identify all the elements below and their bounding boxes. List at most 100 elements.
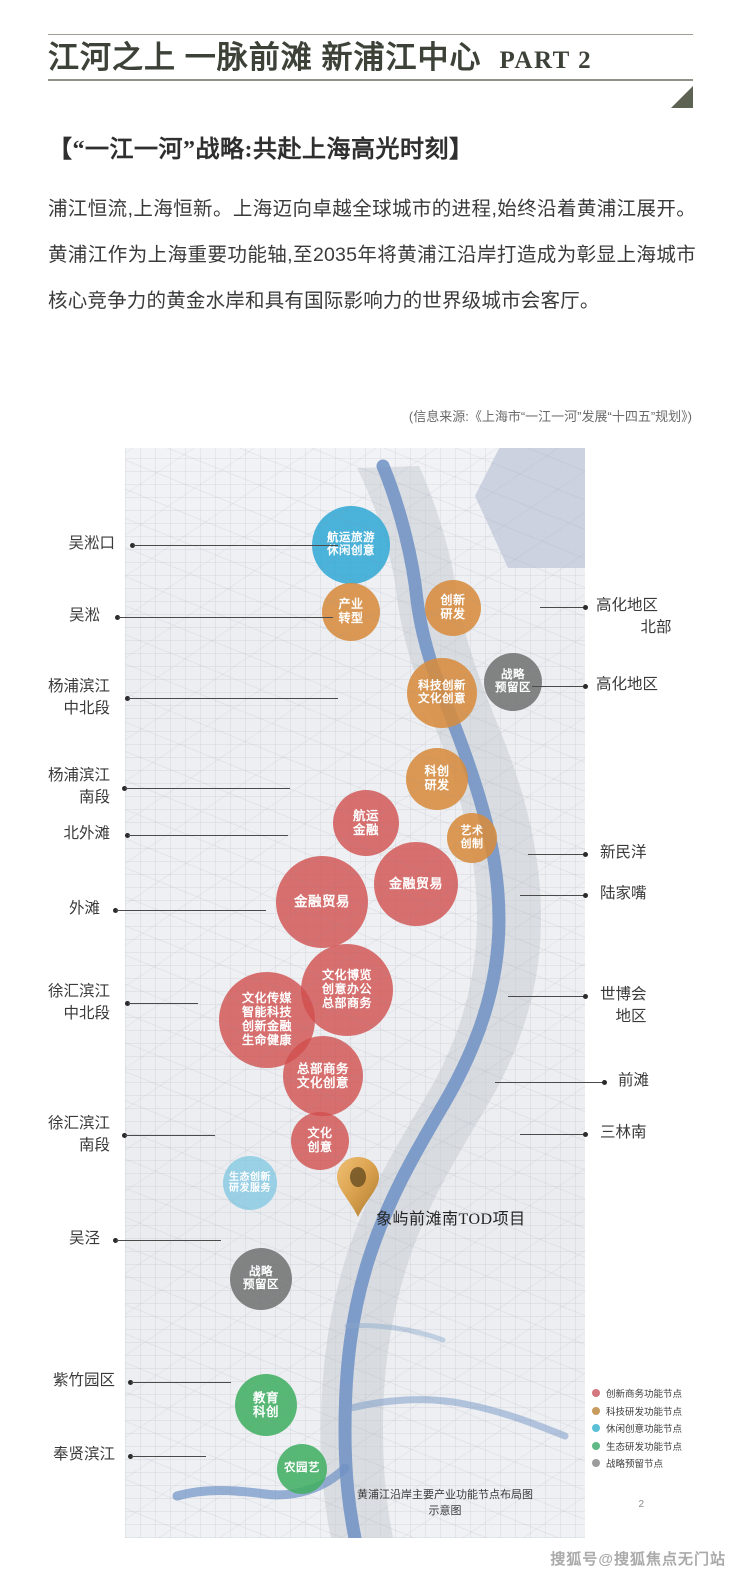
leader-line bbox=[128, 698, 338, 699]
leader-line bbox=[532, 686, 585, 687]
node-line: 战略 bbox=[249, 1265, 273, 1278]
node-line: 科技创新 bbox=[418, 679, 466, 692]
map-label-外滩: 外滩 bbox=[0, 898, 100, 920]
leader-line bbox=[128, 1003, 198, 1004]
pin-label: 象屿前滩南TOD项目 bbox=[376, 1211, 526, 1228]
leader-line bbox=[131, 1456, 206, 1457]
leader-line bbox=[133, 545, 338, 546]
node-line: 艺术 bbox=[460, 825, 484, 838]
node-bubble-科创研发[interactable]: 科创 研发 bbox=[406, 748, 468, 810]
node-bubble-总部商务文化创意[interactable]: 总部商务 文化创意 bbox=[283, 1036, 363, 1116]
node-line: 创制 bbox=[460, 838, 484, 850]
map-figure: 航运旅游 休闲创意 产业 转型 创新 研发 科技创新 文化创意 bbox=[0, 448, 740, 1538]
node-line: 农园艺 bbox=[284, 1462, 320, 1475]
legend-item: 战略预留节点 bbox=[592, 1456, 682, 1470]
leader-line bbox=[495, 1082, 605, 1083]
leader-line bbox=[125, 1135, 215, 1136]
node-line: 航运 bbox=[352, 808, 379, 823]
legend-label: 休闲创意功能节点 bbox=[606, 1424, 683, 1435]
map-label-高化地区北部: 高化地区 北部 bbox=[596, 595, 716, 639]
node-line: 创新 bbox=[440, 593, 466, 608]
leader-line bbox=[520, 1134, 585, 1135]
node-bubble-创新研发[interactable]: 创新 研发 bbox=[425, 580, 481, 636]
node-line: 教育 bbox=[252, 1390, 279, 1405]
node-bubble-文化博览创意办公总部商务[interactable]: 文化博览 创意办公 总部商务 bbox=[301, 944, 393, 1036]
label-line: 中北段 bbox=[63, 700, 110, 717]
node-line: 研发服务 bbox=[229, 1183, 271, 1194]
node-line: 科创 bbox=[252, 1405, 279, 1419]
label-line: 新民洋 bbox=[600, 844, 647, 861]
label-line: 奉贤滨江 bbox=[52, 1446, 115, 1463]
map-label-杨浦滨江南段: 杨浦滨江 南段 bbox=[0, 765, 110, 809]
node-bubble-战略预留区-north[interactable]: 战略 预留区 bbox=[484, 653, 542, 711]
node-bubble-金融贸易-west[interactable]: 金融贸易 bbox=[276, 856, 368, 948]
label-line: 徐汇滨江 bbox=[47, 983, 110, 1000]
node-bubble-文化传媒智能科技创新金融生命健康[interactable]: 文化传媒 智能科技 创新金融 生命健康 bbox=[219, 972, 315, 1068]
node-line: 总部商务 bbox=[296, 1061, 349, 1076]
label-line: 紫竹园区 bbox=[52, 1372, 115, 1389]
leader-line bbox=[131, 1382, 231, 1383]
label-line: 吴泾 bbox=[68, 1230, 100, 1247]
location-pin-icon[interactable] bbox=[336, 1156, 380, 1218]
node-bubble-战略预留区-south[interactable]: 战略 预留区 bbox=[230, 1248, 292, 1310]
map-label-北外滩: 北外滩 bbox=[0, 823, 110, 845]
label-line: 吴淞 bbox=[68, 607, 100, 624]
node-line: 科创 bbox=[424, 764, 450, 779]
node-line: 生态创新 bbox=[229, 1171, 271, 1183]
label-line: 外滩 bbox=[68, 900, 100, 917]
part-label: PART 2 bbox=[499, 46, 593, 74]
label-line: 世博会 bbox=[600, 986, 647, 1003]
node-line: 预留区 bbox=[243, 1279, 279, 1291]
node-bubble-生态创新研发服务[interactable]: 生态创新 研发服务 bbox=[223, 1156, 277, 1210]
node-bubble-产业转型[interactable]: 产业 转型 bbox=[322, 583, 380, 641]
legend-swatch-icon bbox=[592, 1441, 600, 1450]
huangpu-river bbox=[172, 459, 569, 1538]
map-caption-line1: 黄浦江沿岸主要产业功能节点布局图 bbox=[357, 1489, 533, 1501]
leader-dot bbox=[583, 994, 588, 999]
section-title: 【“一江一河”战略:共赴上海高光时刻】 bbox=[48, 137, 474, 163]
label-line: 前滩 bbox=[618, 1072, 650, 1089]
leader-dot bbox=[583, 684, 588, 689]
page-title: 江河之上 一脉前滩 新浦江中心 bbox=[48, 40, 482, 75]
map-label-徐汇滨江南段: 徐汇滨江 南段 bbox=[0, 1113, 110, 1157]
leader-dot bbox=[113, 908, 118, 913]
map-label-三林南: 三林南 bbox=[600, 1122, 720, 1144]
map-label-前滩: 前滩 bbox=[618, 1070, 738, 1092]
page-number: 2 bbox=[638, 1499, 644, 1510]
node-bubble-金融贸易-east[interactable]: 金融贸易 bbox=[374, 842, 458, 926]
leader-line bbox=[540, 607, 585, 608]
watermark: 搜狐号@搜狐焦点无门站 bbox=[550, 1551, 726, 1568]
leader-dot bbox=[125, 1001, 130, 1006]
leader-dot bbox=[130, 543, 135, 548]
map-label-新民洋: 新民洋 bbox=[600, 842, 720, 864]
node-bubble-教育科创[interactable]: 教育 科创 bbox=[235, 1374, 297, 1436]
legend-label: 创新商务功能节点 bbox=[606, 1389, 683, 1400]
legend-label: 科技研发功能节点 bbox=[606, 1406, 683, 1418]
leader-line bbox=[116, 1240, 221, 1241]
waterfront-belt bbox=[321, 466, 541, 1538]
label-line: 徐汇滨江 bbox=[47, 1115, 110, 1132]
body-paragraph: 浦江恒流,上海恒新。上海迈向卓越全球城市的进程,始终沿着黄浦江展开。黄浦江作为上… bbox=[48, 198, 696, 312]
label-line: 杨浦滨江 bbox=[47, 678, 110, 695]
leader-dot bbox=[113, 1238, 118, 1243]
leader-line bbox=[508, 996, 585, 997]
node-line: 产业 bbox=[338, 597, 364, 612]
node-line: 创意办公 bbox=[321, 982, 372, 997]
label-line: 北外滩 bbox=[63, 825, 110, 842]
node-bubble-艺术创制[interactable]: 艺术 创制 bbox=[447, 813, 497, 863]
map-caption-line2: 示意图 bbox=[428, 1505, 462, 1517]
leader-dot bbox=[583, 1132, 588, 1137]
node-bubble-科技创新文化创意[interactable]: 科技创新 文化创意 bbox=[407, 658, 477, 728]
leader-line bbox=[118, 617, 333, 618]
map-label-吴淞口: 吴淞口 bbox=[0, 533, 115, 555]
map-legend: 创新商务功能节点 科技研发功能节点 休闲创意功能节点 生态研发功能节点 战略预留… bbox=[592, 1386, 682, 1474]
legend-label: 战略预留节点 bbox=[606, 1459, 664, 1470]
header-title-row: 江河之上 一脉前滩 新浦江中心 PART 2 bbox=[48, 35, 693, 79]
node-bubble-航运金融[interactable]: 航运 金融 bbox=[333, 790, 399, 856]
node-line: 创意 bbox=[307, 1140, 333, 1154]
source-citation: (信息来源:《上海市“一江一河”发展“十四五”规划》) bbox=[408, 409, 692, 424]
map-label-吴泾: 吴泾 bbox=[0, 1228, 100, 1250]
header-rule-top bbox=[48, 34, 693, 35]
map-label-杨浦滨江中北段: 杨浦滨江 中北段 bbox=[0, 676, 110, 720]
header-rule-bottom bbox=[48, 78, 693, 81]
